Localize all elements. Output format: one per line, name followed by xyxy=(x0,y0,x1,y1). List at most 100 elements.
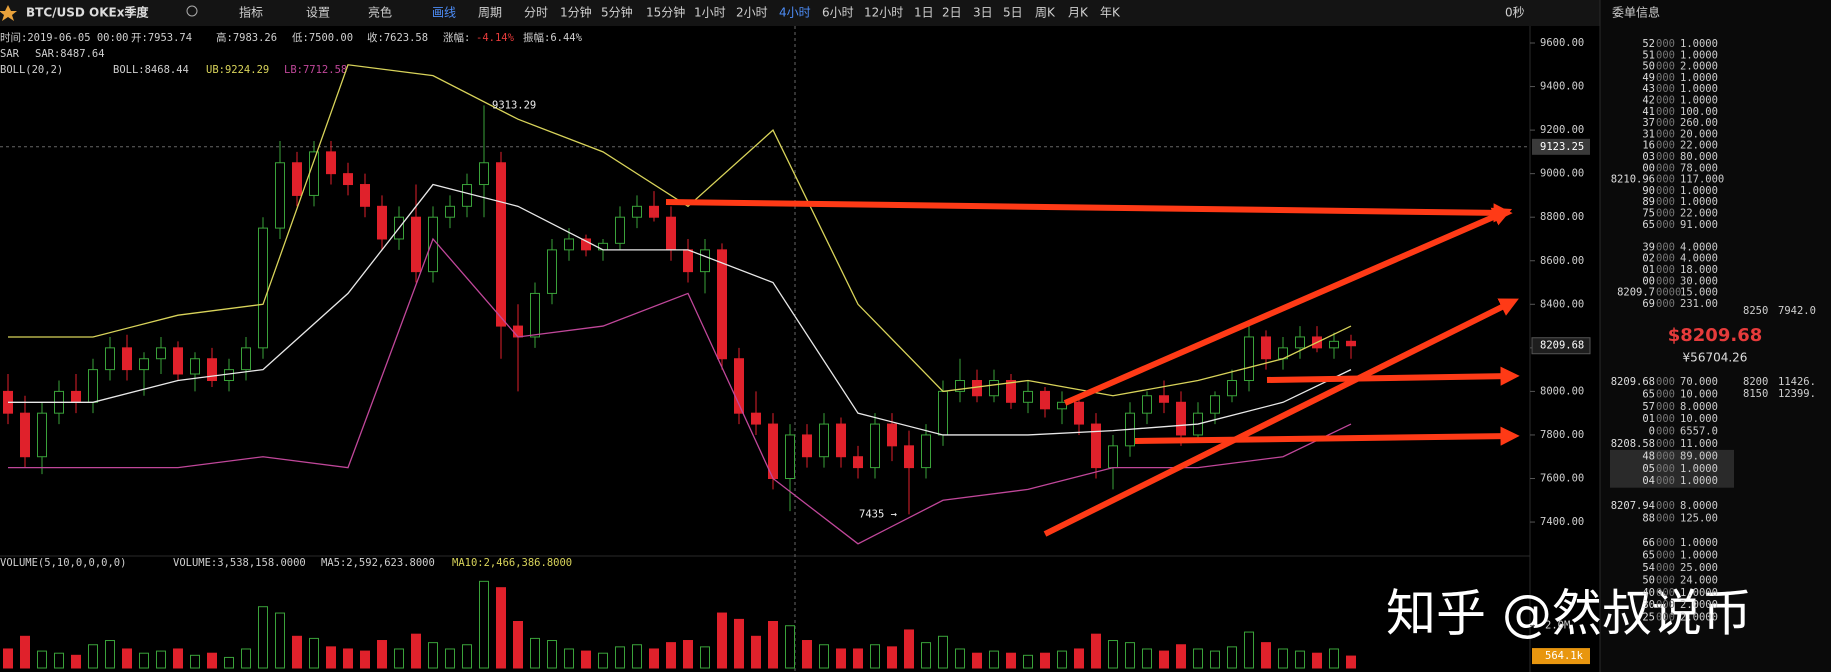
bid-price: 8207.94 xyxy=(1611,500,1655,512)
ask-price-tail: 000 xyxy=(1656,196,1675,208)
ask-qty: 1.0000 xyxy=(1680,72,1718,84)
volume-bar xyxy=(1261,642,1271,669)
volume-bar xyxy=(445,648,455,669)
volume-bar xyxy=(921,642,931,669)
candle-body xyxy=(20,412,30,458)
volume-bar xyxy=(139,652,149,669)
candle-body xyxy=(785,434,795,480)
depth-qty: 7942.0 xyxy=(1778,305,1816,317)
period-label[interactable]: 周期 xyxy=(478,6,502,20)
period-button[interactable]: 分时 xyxy=(524,6,548,20)
ask-price: 00 xyxy=(1642,275,1655,287)
bid-qty: 10.000 xyxy=(1680,413,1718,425)
period-button[interactable]: 5日 xyxy=(1003,6,1023,20)
boll-line xyxy=(8,237,1352,545)
ask-qty: 100.00 xyxy=(1680,106,1718,118)
candle-body xyxy=(836,423,846,458)
bid-qty: 10.000 xyxy=(1680,388,1718,400)
volume-bar xyxy=(904,629,914,669)
symbol[interactable]: BTC/USD OKEx季度 xyxy=(26,5,149,20)
ask-qty: 1.0000 xyxy=(1680,38,1718,50)
last-price: 8209.68 xyxy=(1540,340,1584,352)
candle-body xyxy=(1329,340,1339,349)
boll-info: LB:7712.58 xyxy=(284,64,347,76)
volume-bar xyxy=(258,606,268,669)
y-tick-label: 9600.00 xyxy=(1540,37,1584,49)
bid-price: 04 xyxy=(1642,475,1655,487)
candle-body xyxy=(853,456,863,469)
candle-body xyxy=(513,325,523,338)
ohlc-info: 低:7500.00 xyxy=(292,31,353,44)
ask-price: 8210.96 xyxy=(1611,174,1655,186)
candle-body xyxy=(1074,401,1084,425)
bid-price: 65 xyxy=(1642,388,1655,400)
volume-bar xyxy=(649,648,659,669)
candle-body xyxy=(683,249,693,273)
period-button[interactable]: 2日 xyxy=(942,6,962,20)
ask-price-tail: 000 xyxy=(1656,162,1675,174)
volume-bar xyxy=(1210,650,1220,669)
period-button[interactable]: 月K xyxy=(1068,6,1089,20)
volume-bar xyxy=(394,648,404,669)
period-button[interactable]: 周K xyxy=(1035,6,1056,20)
period-button[interactable]: 1分钟 xyxy=(560,5,592,20)
candle-body xyxy=(734,358,744,414)
sar-name: SAR xyxy=(0,48,20,60)
volume-bar xyxy=(1006,652,1016,669)
bid-qty: 8.0000 xyxy=(1680,500,1718,512)
candle-body xyxy=(343,173,353,186)
volume-bar xyxy=(1108,640,1118,669)
candle-body xyxy=(139,358,149,371)
period-button[interactable]: 2小时 xyxy=(736,6,768,20)
ask-price: 69 xyxy=(1642,298,1655,310)
tool-button[interactable]: 指标 xyxy=(239,5,263,20)
bid-highlight xyxy=(1610,462,1734,476)
timer: 0秒 xyxy=(1505,6,1525,20)
ask-price: 16 xyxy=(1642,140,1655,152)
ask-price: 50 xyxy=(1642,61,1655,73)
search-icon[interactable] xyxy=(186,5,198,17)
low-label: 7435 → xyxy=(859,508,897,520)
candle-body xyxy=(564,238,574,251)
period-button[interactable]: 6小时 xyxy=(822,6,854,20)
volume-bar xyxy=(1176,644,1186,669)
volume-bar xyxy=(1125,642,1135,669)
tool-button[interactable]: 画线 xyxy=(432,6,456,20)
volume-bar xyxy=(938,635,948,669)
volume-bar xyxy=(156,650,166,669)
volume-bar xyxy=(411,633,421,669)
ask-qty: 20.000 xyxy=(1680,128,1718,140)
ask-qty: 18.000 xyxy=(1680,264,1718,276)
volume-bar xyxy=(751,635,761,669)
period-button[interactable]: 年K xyxy=(1100,6,1121,20)
period-button[interactable]: 5分钟 xyxy=(601,5,633,20)
arrow xyxy=(1043,298,1519,537)
bid-price: 8209.68 xyxy=(1611,376,1655,388)
volume-bar xyxy=(326,646,336,669)
candle-body xyxy=(1176,401,1186,436)
candle-body xyxy=(241,347,251,371)
period-button[interactable]: 1小时 xyxy=(694,6,726,20)
tool-button[interactable]: 亮色 xyxy=(368,5,392,20)
annotation-arrows xyxy=(665,199,1520,537)
candle-body xyxy=(496,162,506,327)
volume-bar xyxy=(581,650,591,669)
period-button[interactable]: 4小时 xyxy=(779,6,811,20)
bid-price-tail: 000 xyxy=(1656,587,1675,599)
volume-bar xyxy=(734,618,744,669)
favorite-star[interactable] xyxy=(0,5,17,21)
period-button[interactable]: 15分钟 xyxy=(646,5,685,20)
candle-body xyxy=(1040,390,1050,410)
volume-bar xyxy=(1329,648,1339,669)
period-button[interactable]: 12小时 xyxy=(864,6,903,20)
tool-button[interactable]: 设置 xyxy=(306,6,330,20)
volume-bar xyxy=(632,644,642,669)
volume-bar xyxy=(547,640,557,669)
period-button[interactable]: 3日 xyxy=(973,6,993,20)
candle-body xyxy=(326,151,336,175)
ask-price-tail: 000 xyxy=(1656,95,1675,107)
candle-body xyxy=(530,292,540,338)
ask-price: 43 xyxy=(1642,83,1655,95)
period-button[interactable]: 1日 xyxy=(914,6,934,20)
volume-bar xyxy=(1193,648,1203,669)
